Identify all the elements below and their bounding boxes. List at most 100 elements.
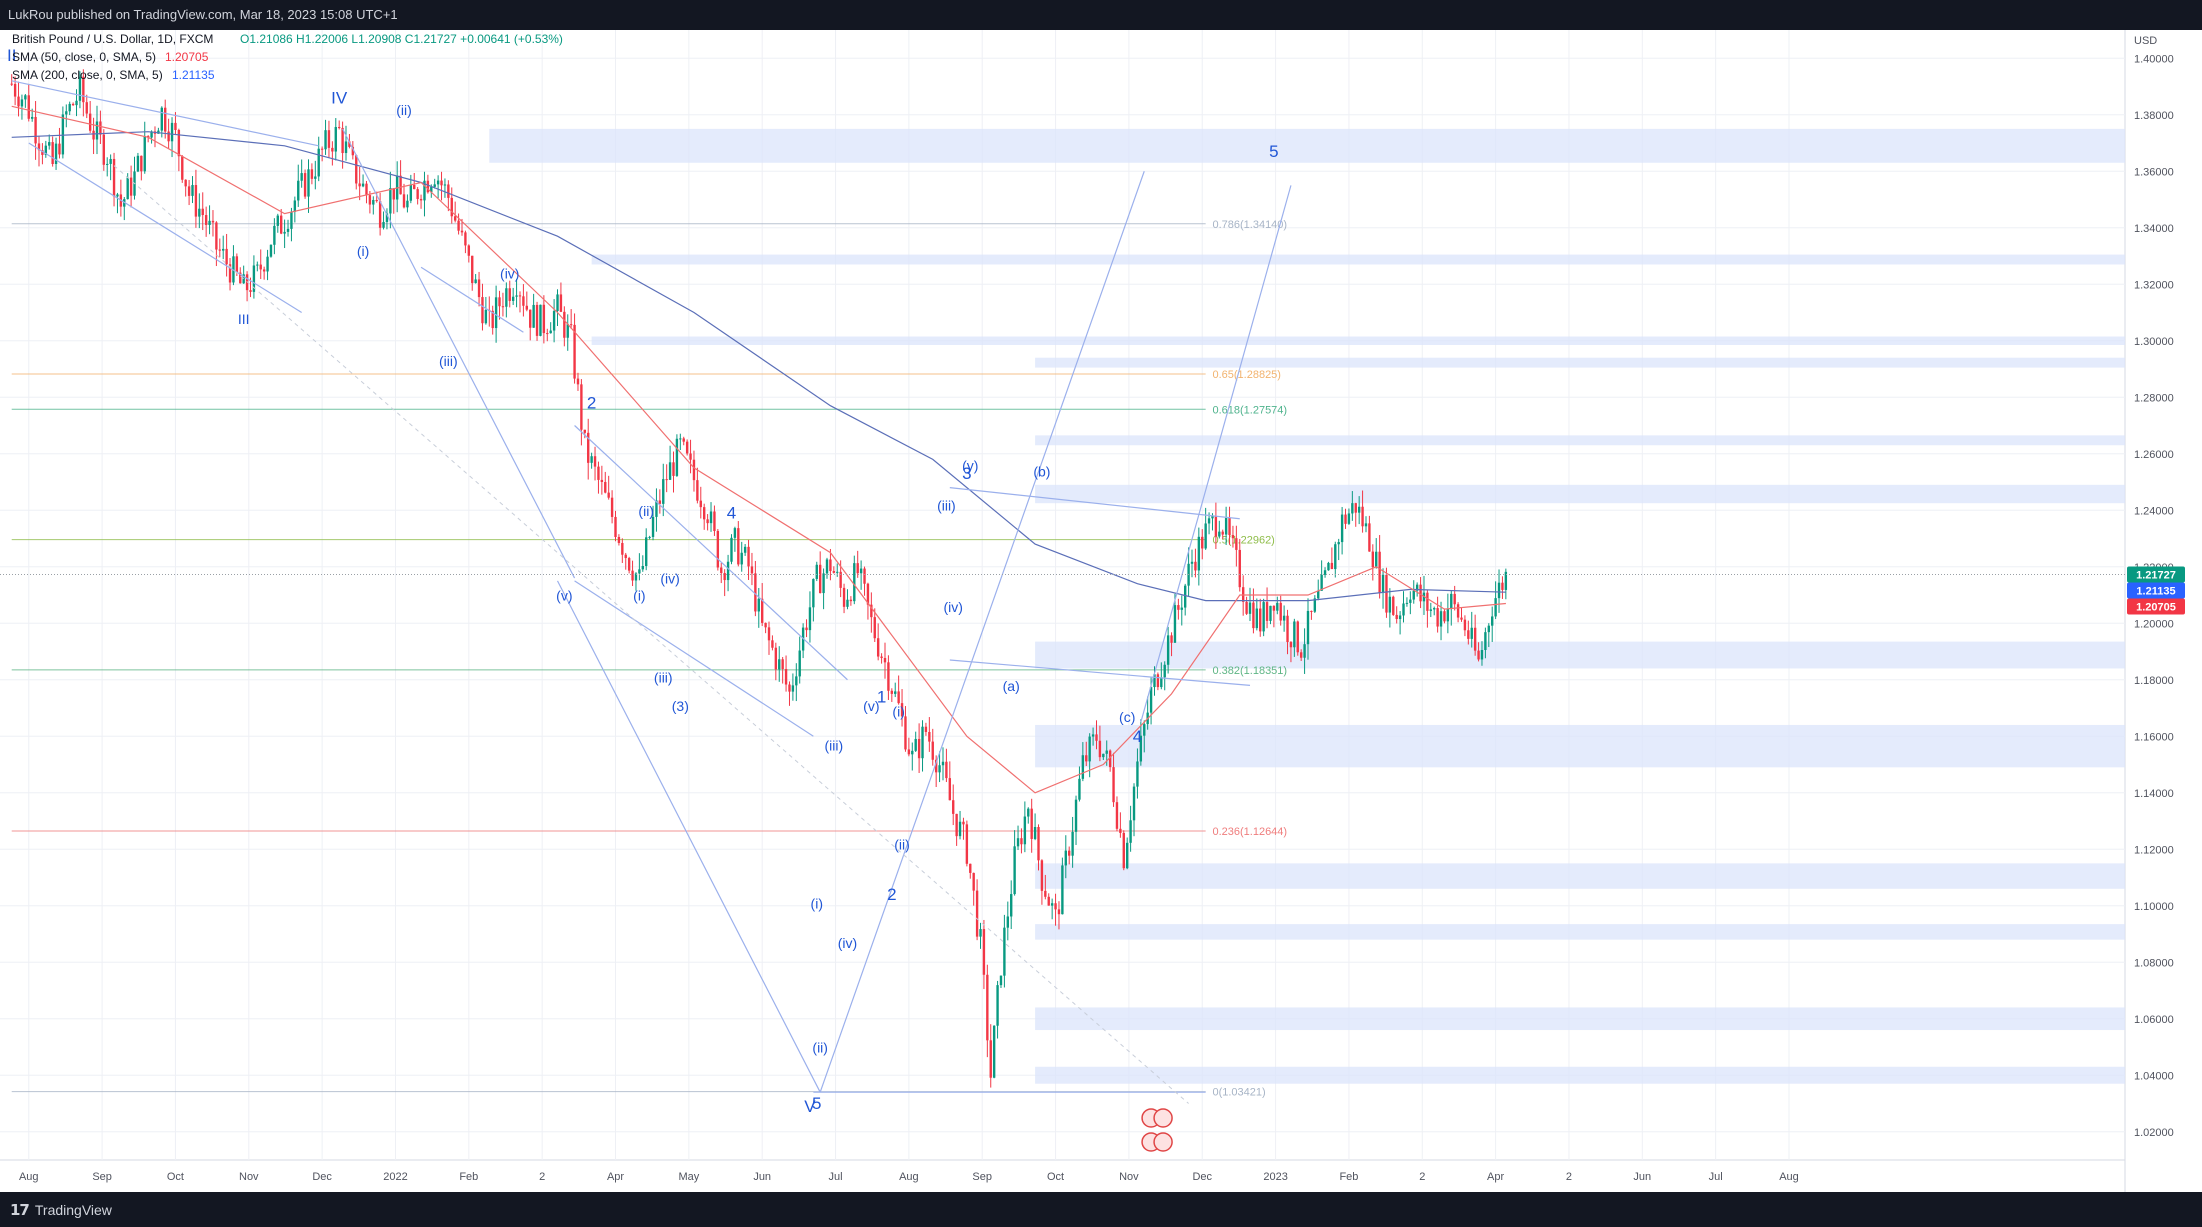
candle xyxy=(1286,609,1289,655)
candle-body xyxy=(1197,536,1201,571)
candle xyxy=(1003,914,1006,988)
candle-body xyxy=(904,716,907,750)
candle-body xyxy=(494,297,498,329)
candle-body xyxy=(1453,593,1456,605)
candle-body xyxy=(1323,570,1327,575)
candle xyxy=(256,261,259,272)
candle xyxy=(675,434,679,477)
price-badge-label: 1.21727 xyxy=(2136,569,2176,581)
candle-body xyxy=(665,479,668,481)
candle xyxy=(477,271,481,307)
candle xyxy=(218,238,221,258)
candle-body xyxy=(34,116,37,144)
candle xyxy=(658,489,662,514)
candle xyxy=(870,592,873,633)
candle xyxy=(723,569,726,597)
candle-body xyxy=(805,627,808,631)
candle-body xyxy=(286,228,290,232)
wave-label: 2 xyxy=(887,885,896,904)
candle-body xyxy=(1347,513,1351,524)
x-tick-label: May xyxy=(678,1171,699,1183)
price-chart[interactable]: 1.40000 1.38000 1.36000 1.34000 1.32000 1.300… xyxy=(0,30,2202,1192)
candle xyxy=(743,543,747,556)
candle xyxy=(191,176,194,204)
candle-body xyxy=(501,306,505,308)
candle-body xyxy=(791,685,795,692)
candle xyxy=(1282,605,1286,632)
candle xyxy=(518,291,522,313)
y-tick-label: 1.04000 xyxy=(2134,1070,2174,1082)
candle xyxy=(863,566,866,596)
candle xyxy=(164,99,167,139)
x-tick-label: Nov xyxy=(1119,1171,1139,1183)
candle-body xyxy=(68,103,71,112)
y-tick-label: 1.12000 xyxy=(2134,844,2174,856)
candle-body xyxy=(385,213,389,222)
wave-label: (v) xyxy=(863,698,879,714)
candle xyxy=(740,541,743,572)
tradingview-brand: TradingView xyxy=(34,1201,112,1218)
candle-body xyxy=(808,607,812,631)
candle-body xyxy=(1153,674,1156,688)
chart-area[interactable]: 1.40000 1.38000 1.36000 1.34000 1.32000 1.300… xyxy=(0,30,2202,1192)
candle-body xyxy=(614,516,617,537)
candle-body xyxy=(1057,909,1061,915)
candle xyxy=(1487,623,1490,648)
candle-body xyxy=(170,122,174,142)
candle xyxy=(1327,561,1330,571)
candle xyxy=(331,141,334,166)
candle xyxy=(883,642,887,679)
candle-body xyxy=(508,288,511,301)
candle-body xyxy=(576,378,580,385)
candle xyxy=(566,314,569,351)
trend-line xyxy=(574,580,814,737)
candle-body xyxy=(689,453,692,460)
candle-body xyxy=(1433,608,1436,610)
candle-body xyxy=(685,441,689,454)
candle xyxy=(48,134,51,150)
y-tick-label: 1.20000 xyxy=(2134,618,2174,630)
wave-label: (i) xyxy=(633,588,645,604)
price-zone xyxy=(591,254,2125,265)
candle xyxy=(61,106,65,159)
candle xyxy=(198,193,201,229)
candle-body xyxy=(136,155,140,172)
candle xyxy=(989,1024,992,1088)
candle xyxy=(1197,527,1201,586)
candle xyxy=(1330,547,1334,570)
candle xyxy=(1214,502,1218,549)
candle-body xyxy=(941,761,945,766)
candle xyxy=(1398,611,1402,635)
candle xyxy=(334,118,337,161)
candle xyxy=(1494,581,1497,620)
candle-body xyxy=(187,186,191,196)
candle xyxy=(1122,830,1125,871)
candle-body xyxy=(604,481,607,493)
candle-body xyxy=(1405,602,1409,604)
candle-body xyxy=(958,821,962,837)
candle xyxy=(812,578,815,622)
candle-body xyxy=(1330,562,1334,570)
candle-body xyxy=(1173,605,1177,643)
candle xyxy=(92,117,95,155)
candle-body xyxy=(399,175,402,195)
price-zone xyxy=(1035,357,2125,368)
candle-body xyxy=(986,974,989,1041)
candle-body xyxy=(1214,516,1218,537)
candle xyxy=(532,293,535,328)
candle-body xyxy=(907,749,911,755)
candle xyxy=(1337,538,1340,561)
candle-body xyxy=(273,225,276,245)
candle xyxy=(829,548,832,581)
candle-body xyxy=(344,141,348,154)
candle-body xyxy=(1412,590,1415,600)
candle-body xyxy=(498,297,501,307)
candle xyxy=(692,450,696,492)
sma-200-line xyxy=(11,131,1506,602)
candle-body xyxy=(1050,903,1054,906)
candle-body xyxy=(863,568,866,584)
sma-50-line xyxy=(11,105,1506,794)
candle-body xyxy=(733,528,737,538)
y-tick-label: 1.16000 xyxy=(2134,731,2174,743)
candle xyxy=(102,129,106,171)
